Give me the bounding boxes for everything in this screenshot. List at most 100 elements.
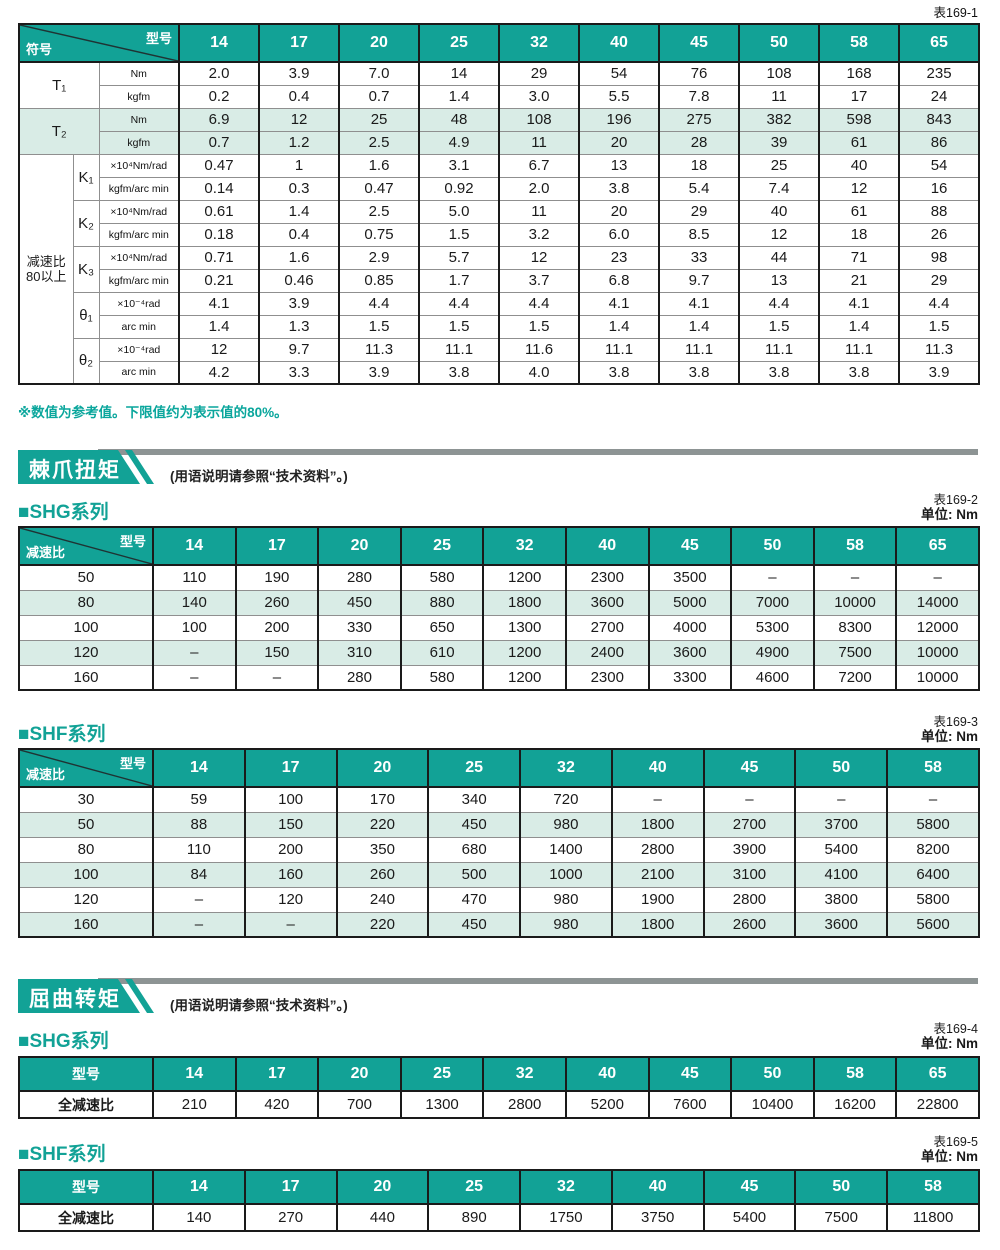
ratchet-torque-table: 型号 减速比 14 17 20 25 32 40 45 50 58 30 59 100 170 340 720–… — [18, 748, 980, 938]
model-header-cell: 14 — [152, 1057, 236, 1092]
data-row: 全减速比 210 420 700 1300 2800 5200 7600 10400 16200 2… — [18, 1090, 980, 1119]
value-cell: 440 — [335, 1203, 429, 1232]
spec-row: K₃ ×10⁴Nm/rad 0.71 1.6 2.9 5.7 12 23 33 44 71 98 — [19, 245, 980, 293]
value-cell: 26 — [898, 222, 980, 247]
unit-cell: arc min — [98, 360, 180, 385]
value-cell: 1000 — [519, 861, 613, 888]
value-cell: 110 — [152, 836, 246, 863]
spec-row: θ₂ ×10⁻⁴rad 12 9.7 11.3 11.1 11.6 11.1 11.1 11.1 1… — [19, 337, 980, 385]
model-header-cell: 32 — [498, 24, 580, 63]
unit-cell: kgfm/arc min — [98, 176, 180, 201]
value-cell: 200 — [243, 836, 338, 863]
value-cell: 350 — [335, 836, 429, 863]
value-cell: 28 — [658, 130, 740, 155]
value-cell: 1.4 — [578, 314, 660, 339]
value-cell: 2100 — [610, 861, 705, 888]
ratio-cell: 160 — [18, 664, 154, 691]
value-cell: 2.0 — [498, 176, 580, 201]
model-header-cell: 58 — [812, 527, 897, 566]
value-cell: 3.9 — [338, 360, 420, 385]
value-cell: 8.5 — [658, 222, 740, 247]
value-cell: 54 — [898, 153, 980, 178]
value-cell: 1750 — [519, 1203, 613, 1232]
value-cell: 1.7 — [418, 268, 500, 293]
data-row: 30 59 100 170 340 720– – – – — [18, 786, 980, 813]
value-cell: 16 — [898, 176, 980, 201]
value-cell: 168 — [818, 61, 900, 86]
value-cell: 6.7 — [498, 153, 580, 178]
value-cell: 29 — [658, 199, 740, 224]
symbol-cell: T₂ — [18, 107, 100, 155]
value-cell: 1.5 — [418, 314, 500, 339]
value-cell: 7000 — [730, 589, 815, 616]
symbol-cell: K₃ — [72, 245, 100, 293]
model-header-cell: 20 — [317, 527, 401, 566]
value-cell: 330 — [317, 614, 402, 641]
value-cell: 340 — [427, 786, 521, 813]
value-cell: 3750 — [610, 1203, 705, 1232]
value-cell: 6400 — [886, 861, 980, 888]
value-cell: 17 — [818, 84, 900, 109]
model-header-cell: 50 — [730, 1057, 814, 1092]
series-label-shg: ■SHG系列 — [18, 502, 109, 523]
header-row: 型号 减速比 14 17 20 25 32 40 45 50 58 65 — [19, 527, 979, 566]
value-cell: 7500 — [812, 639, 897, 666]
corner-bottom-label: 符号 — [26, 42, 53, 57]
value-cell: 3600 — [564, 589, 650, 616]
value-cell: 1400 — [519, 836, 613, 863]
value-cell: – — [152, 639, 237, 666]
value-cell: 12000 — [895, 614, 980, 641]
value-cell: 0.92 — [418, 176, 500, 201]
unit-label: 单位: Nm — [921, 729, 978, 744]
model-header-cell: 58 — [818, 24, 900, 63]
value-cell: 16200 — [812, 1090, 897, 1119]
value-cell: – — [152, 911, 246, 938]
value-cell: 11.3 — [898, 337, 980, 362]
value-cell: 235 — [898, 61, 980, 86]
value-cell: 7.0 — [338, 61, 420, 86]
model-row-label-cell: 型号 — [19, 1057, 153, 1092]
diagonal-divider — [20, 528, 152, 564]
value-cell: 2.5 — [338, 199, 420, 224]
value-cell: 0.7 — [178, 130, 260, 155]
value-cell: 7200 — [812, 664, 897, 691]
model-header-cell: 40 — [578, 24, 660, 63]
value-cell: 110 — [152, 564, 237, 591]
value-cell: 86 — [898, 130, 980, 155]
value-cell: 5.7 — [418, 245, 500, 270]
model-header-cell: 25 — [427, 1170, 521, 1205]
header-row: 型号 14 17 20 25 32 40 45 50 58 65 — [19, 1057, 979, 1092]
model-header-cell: 32 — [482, 1057, 566, 1092]
value-cell: 100 — [152, 614, 237, 641]
value-cell: 2300 — [564, 664, 650, 691]
ratio-cell: 100 — [18, 614, 154, 641]
header-row: 型号 14 17 20 25 32 40 45 50 58 — [19, 1170, 979, 1205]
value-cell: 4.4 — [898, 291, 980, 316]
value-cell: 1200 — [482, 639, 567, 666]
value-cell: 88 — [898, 199, 980, 224]
value-cell: 11.1 — [578, 337, 660, 362]
value-cell: 0.4 — [258, 222, 340, 247]
unit-cell: kgfm — [98, 130, 180, 155]
value-cell: 6.0 — [578, 222, 660, 247]
ratio-cell: 160 — [18, 911, 154, 938]
model-header-cell: 17 — [243, 749, 337, 788]
table-head: 型号 14 17 20 25 32 40 45 50 58 — [19, 1170, 979, 1205]
data-row: 100 100 200 330 650 1300 2700 4000 5300 8300 12000 — [18, 614, 980, 641]
value-cell: 420 — [234, 1090, 319, 1119]
model-header-cell: 50 — [730, 527, 814, 566]
buckling-torque-shf-table: 型号 14 17 20 25 32 40 45 50 58 全减速比 140 270 440 890 1750… — [18, 1169, 980, 1232]
value-cell: 0.3 — [258, 176, 340, 201]
model-header-cell: 45 — [658, 24, 740, 63]
section-header-ratchet-torque: 棘爪扭矩 (用语说明请参照“技术资料”。) — [18, 449, 978, 487]
model-header-cell: 20 — [335, 1170, 429, 1205]
value-cell: 5400 — [794, 836, 888, 863]
value-cell: 0.85 — [338, 268, 420, 293]
section-note: (用语说明请参照“技术资料”。) — [170, 998, 348, 1013]
section-note: (用语说明请参照“技术资料”。) — [170, 469, 348, 484]
model-header-cell: 45 — [647, 1057, 732, 1092]
value-cell: 3600 — [794, 911, 888, 938]
spec-row: arc min 1.4 1.3 1.5 1.5 1.5 1.4 1.4 1.5 1.4 1.5 — [19, 314, 980, 339]
value-cell: 10000 — [895, 664, 980, 691]
value-cell: 108 — [498, 107, 580, 132]
